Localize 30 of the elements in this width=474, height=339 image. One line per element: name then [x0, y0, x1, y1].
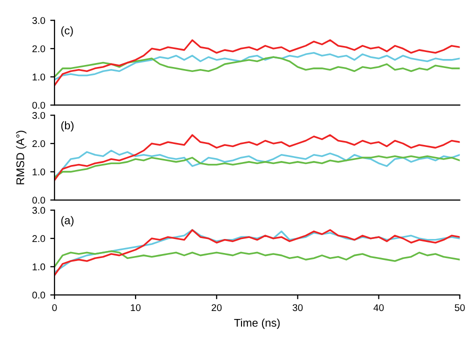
- y-axis-title: RMSD (A°): [16, 130, 26, 184]
- y-tick-label: 3.0: [32, 112, 46, 119]
- y-tick-label: 3.0: [32, 17, 46, 24]
- y-tick-label: 0.0: [32, 292, 46, 299]
- line-series: [54, 250, 460, 268]
- y-tick-label: 0.0: [32, 196, 46, 204]
- y-tick-label: 2.0: [32, 235, 46, 242]
- x-tick-label: 30: [292, 304, 303, 312]
- x-tick-label: 0: [52, 304, 57, 312]
- y-tick-label: 2.0: [32, 140, 46, 148]
- y-tick-label: 0.0: [32, 102, 46, 109]
- y-tick-label: 1.0: [32, 168, 46, 176]
- annotation: (c): [61, 26, 73, 37]
- y-tick-label: 3.0: [32, 206, 46, 214]
- y-tick-label: 2.0: [32, 45, 46, 52]
- x-axis-title: Time (ns): [234, 318, 280, 329]
- line-series: [54, 52, 460, 80]
- x-tick-label: 50: [454, 304, 465, 312]
- line-series: [54, 150, 460, 178]
- line-series: [54, 39, 460, 86]
- x-tick-label: 10: [130, 304, 141, 312]
- line-series: [54, 134, 460, 182]
- y-tick-label: 1.0: [32, 74, 46, 80]
- line-series: [54, 56, 460, 78]
- annotation: (b): [61, 121, 74, 132]
- x-tick-label: 20: [212, 304, 222, 312]
- line-series: [54, 155, 460, 178]
- y-tick-label: 1.0: [32, 263, 46, 270]
- x-tick-label: 40: [374, 304, 384, 312]
- annotation: (a): [61, 216, 74, 226]
